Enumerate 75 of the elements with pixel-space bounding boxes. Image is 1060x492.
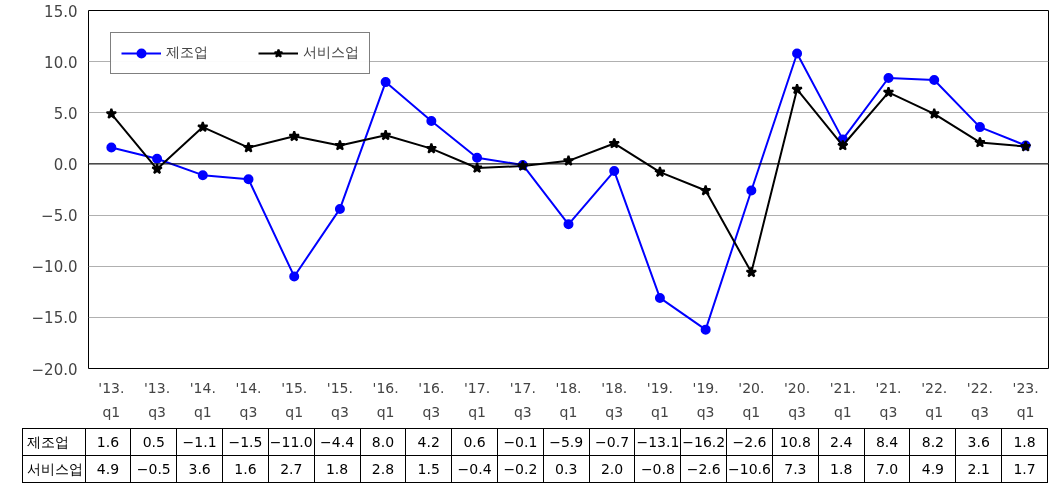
data-label: 4.9	[85, 455, 131, 483]
data-label: 0.3	[543, 455, 590, 483]
x-tick-label: '20. q1	[738, 379, 765, 420]
data-label: 7.3	[772, 455, 819, 483]
x-tick-label: '16. q3	[418, 379, 445, 420]
text: 서비스업	[27, 461, 83, 477]
x-tick-label: '19. q3	[692, 379, 719, 420]
y-tick-label: −10.0	[31, 258, 78, 277]
data-label: 1.6	[222, 455, 269, 483]
data-label: 2.8	[360, 455, 406, 483]
data-label: 4.2	[405, 428, 452, 456]
x-tick-label: '15. q3	[326, 379, 353, 420]
data-label: 3.6	[955, 428, 1002, 456]
x-tick-label: '13. q1	[98, 379, 125, 420]
x-tick-label: '22. q3	[966, 379, 993, 420]
x-tick-label: '21. q3	[875, 379, 902, 420]
data-label: −2.6	[680, 455, 727, 483]
legend-label: 제조업	[166, 44, 208, 62]
data-label: 2.7	[268, 455, 315, 483]
data-label: −4.4	[314, 428, 360, 456]
x-tick-label: '18. q3	[601, 379, 628, 420]
y-tick-label: −20.0	[31, 360, 78, 379]
data-label: 4.9	[909, 455, 956, 483]
x-tick-label: '16. q1	[372, 379, 399, 420]
x-tick-label: '17. q1	[464, 379, 491, 420]
data-label: 2.1	[955, 455, 1002, 483]
data-label: −5.9	[543, 428, 590, 456]
y-tick-label: 15.0	[44, 2, 78, 21]
x-tick-label: '13. q3	[144, 379, 171, 420]
data-label: 8.4	[864, 428, 910, 456]
data-label: −16.2	[680, 428, 727, 456]
data-label: −2.6	[726, 428, 773, 456]
x-tick-label: '17. q3	[509, 379, 536, 420]
y-tick-label: 0.0	[53, 155, 78, 174]
y-tick-label: 10.0	[44, 53, 78, 72]
x-tick-label: '14. q3	[235, 379, 262, 420]
y-tick-label: 5.0	[53, 104, 78, 123]
data-label: 1.8	[818, 455, 865, 483]
x-tick-label: '21. q1	[829, 379, 856, 420]
data-label: −0.8	[634, 455, 681, 483]
x-tick-label: '19. q1	[646, 379, 673, 420]
data-label: 1.6	[85, 428, 131, 456]
y-tick-label: −5.0	[41, 207, 78, 226]
data-label: −13.1	[634, 428, 681, 456]
text: 제조업	[27, 434, 69, 450]
data-label: −0.1	[497, 428, 544, 456]
data-label: −0.7	[589, 428, 635, 456]
data-label: 1.8	[1001, 428, 1048, 456]
data-label: 1.7	[1001, 455, 1048, 483]
data-label: −10.6	[726, 455, 773, 483]
data-label: 0.5	[130, 428, 177, 456]
data-label: 7.0	[864, 455, 910, 483]
data-label: 8.0	[360, 428, 406, 456]
data-label: 1.5	[405, 455, 452, 483]
x-tick-label: '15. q1	[281, 379, 308, 420]
data-label: 3.6	[176, 455, 223, 483]
data-label: −11.0	[268, 428, 315, 456]
x-tick-label: '18. q1	[555, 379, 582, 420]
legend-label: 서비스업	[303, 44, 359, 62]
x-tick-label: '22. q1	[921, 379, 948, 420]
y-tick-label: −15.0	[31, 309, 78, 328]
data-label: −1.1	[176, 428, 223, 456]
x-tick-label: '23. q1	[1012, 379, 1039, 420]
data-label: 2.0	[589, 455, 635, 483]
data-label: −0.5	[130, 455, 177, 483]
data-label: 2.4	[818, 428, 865, 456]
data-label: −0.2	[497, 455, 544, 483]
x-tick-label: '20. q3	[784, 379, 811, 420]
data-label: −0.4	[451, 455, 498, 483]
data-label: 10.8	[772, 428, 819, 456]
x-tick-label: '14. q1	[189, 379, 216, 420]
data-label: 1.8	[314, 455, 360, 483]
data-label: 0.6	[451, 428, 498, 456]
data-label: −1.5	[222, 428, 269, 456]
data-label: 8.2	[909, 428, 956, 456]
